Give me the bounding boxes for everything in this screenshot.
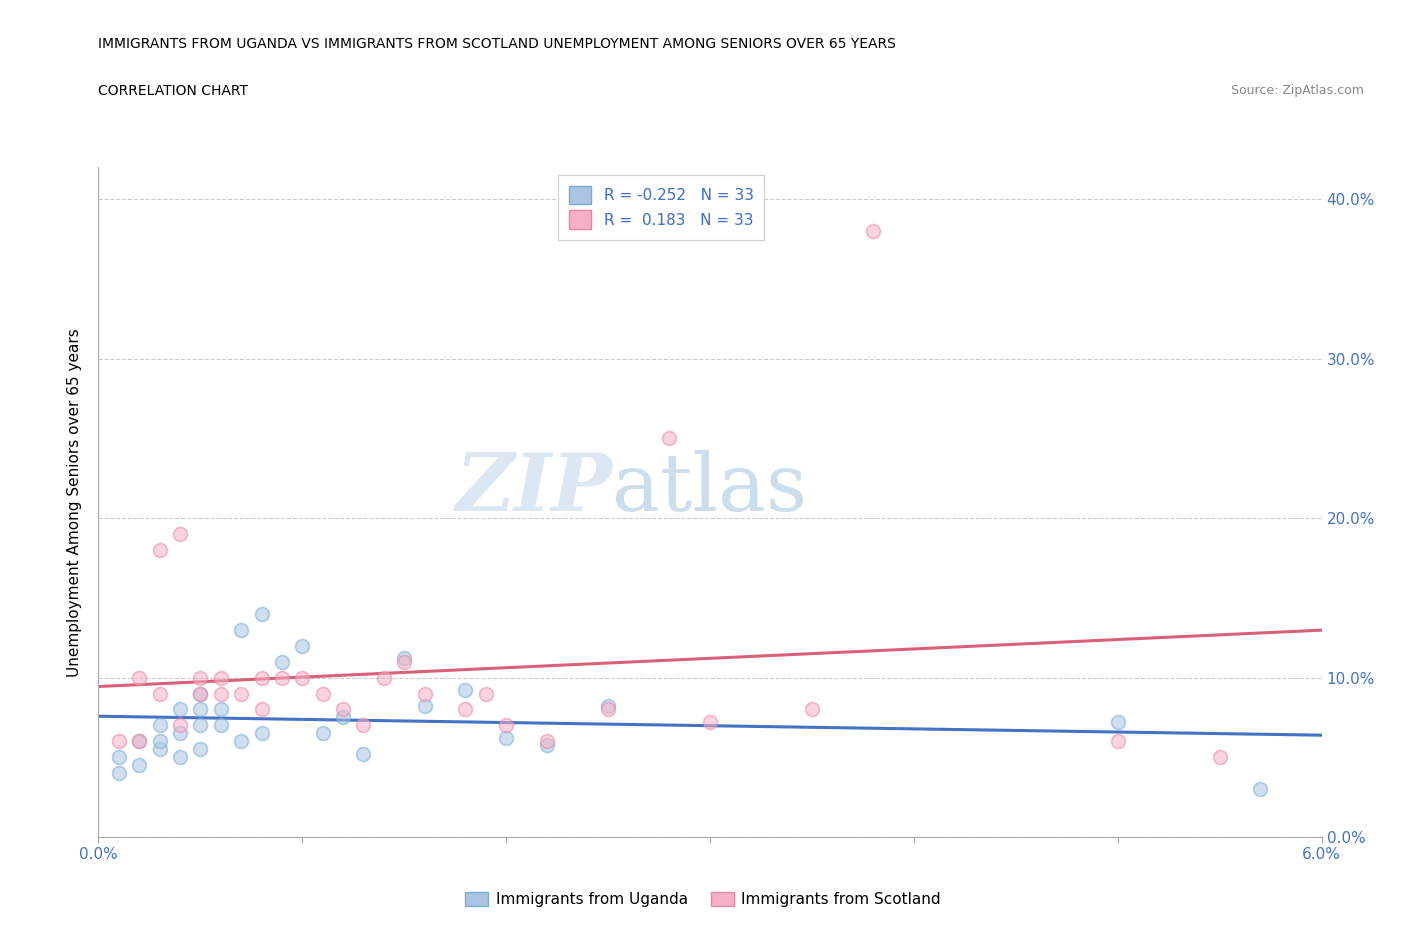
Point <box>801 702 824 717</box>
Point <box>352 747 374 762</box>
Point <box>373 671 395 685</box>
Point <box>231 622 253 637</box>
Point <box>1249 782 1271 797</box>
Point <box>311 686 335 701</box>
Point <box>250 606 273 621</box>
Point <box>1107 715 1129 730</box>
Point <box>250 671 273 685</box>
Point <box>250 726 273 741</box>
Point <box>209 702 232 717</box>
Text: CORRELATION CHART: CORRELATION CHART <box>98 84 249 98</box>
Point <box>392 654 416 669</box>
Point <box>209 671 232 685</box>
Point <box>188 686 212 701</box>
Point <box>188 718 212 733</box>
Point <box>495 731 517 746</box>
Point <box>231 734 253 749</box>
Point <box>231 686 253 701</box>
Legend: Immigrants from Uganda, Immigrants from Scotland: Immigrants from Uganda, Immigrants from … <box>458 885 948 913</box>
Point <box>598 698 620 713</box>
Point <box>536 734 558 749</box>
Y-axis label: Unemployment Among Seniors over 65 years: Unemployment Among Seniors over 65 years <box>67 328 83 677</box>
Point <box>454 683 477 698</box>
Point <box>291 671 314 685</box>
Point <box>149 686 172 701</box>
Point <box>128 734 150 749</box>
Text: ZIP: ZIP <box>456 450 612 527</box>
Point <box>169 718 191 733</box>
Point <box>1208 750 1232 764</box>
Point <box>413 686 436 701</box>
Point <box>413 698 436 713</box>
Point <box>128 758 150 773</box>
Point <box>270 654 292 669</box>
Point <box>495 718 517 733</box>
Point <box>332 702 354 717</box>
Text: IMMIGRANTS FROM UGANDA VS IMMIGRANTS FROM SCOTLAND UNEMPLOYMENT AMONG SENIORS OV: IMMIGRANTS FROM UGANDA VS IMMIGRANTS FRO… <box>98 37 896 51</box>
Point <box>270 671 292 685</box>
Point <box>188 686 212 701</box>
Point <box>209 686 232 701</box>
Point <box>1107 734 1129 749</box>
Point <box>169 526 191 541</box>
Point <box>169 702 191 717</box>
Point <box>311 726 335 741</box>
Point <box>108 750 131 764</box>
Point <box>188 742 212 757</box>
Legend: R = -0.252   N = 33, R =  0.183   N = 33: R = -0.252 N = 33, R = 0.183 N = 33 <box>558 175 765 240</box>
Point <box>188 671 212 685</box>
Point <box>250 702 273 717</box>
Point <box>149 742 172 757</box>
Text: Source: ZipAtlas.com: Source: ZipAtlas.com <box>1230 84 1364 97</box>
Point <box>392 651 416 666</box>
Point <box>149 542 172 557</box>
Point <box>108 734 131 749</box>
Point <box>149 718 172 733</box>
Point <box>128 734 150 749</box>
Point <box>536 737 558 752</box>
Point <box>352 718 374 733</box>
Point <box>169 750 191 764</box>
Point <box>291 638 314 653</box>
Point <box>149 734 172 749</box>
Point <box>169 726 191 741</box>
Point <box>108 765 131 780</box>
Text: atlas: atlas <box>612 450 807 528</box>
Point <box>454 702 477 717</box>
Point <box>862 224 884 239</box>
Point <box>209 718 232 733</box>
Point <box>128 671 150 685</box>
Point <box>474 686 498 701</box>
Point <box>699 715 721 730</box>
Point <box>598 702 620 717</box>
Point <box>188 702 212 717</box>
Point <box>658 431 681 445</box>
Point <box>332 710 354 724</box>
